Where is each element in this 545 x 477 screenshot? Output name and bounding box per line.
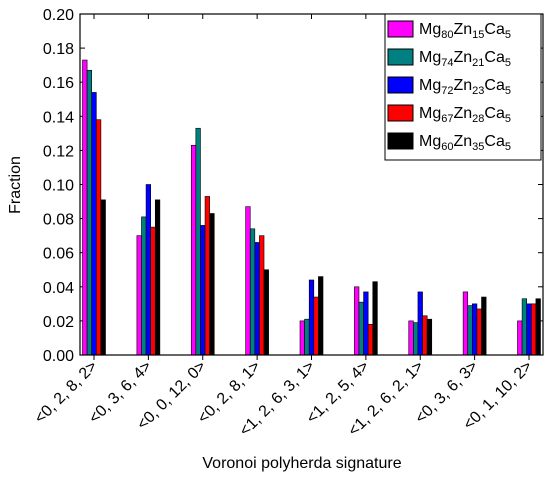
bar [526,303,532,356]
bar [254,242,260,356]
y-tick-label: 0.00 [43,348,74,365]
bar [408,320,414,356]
bar [304,318,310,356]
bar [145,184,151,356]
bar [413,322,419,356]
bar [259,235,265,356]
bar [358,301,364,356]
bar [209,213,215,356]
y-tick-label: 0.14 [43,109,74,126]
y-tick-label: 0.20 [43,7,74,24]
bar [308,279,315,356]
bar [318,276,324,356]
legend-swatch [387,20,414,38]
bar [535,298,541,356]
bar [372,281,378,356]
bar [313,296,319,356]
x-axis-label: Voronoi polyherda signature [202,455,401,472]
legend-swatch [387,132,414,150]
bar [154,199,161,356]
bar [136,235,142,356]
bar [141,216,147,356]
y-tick-label: 0.18 [43,41,74,58]
y-tick-label: 0.06 [43,246,74,263]
bar [82,59,88,356]
bar [249,228,256,356]
bar [481,296,487,356]
legend-swatch [387,104,414,122]
bar [426,318,433,356]
bar [476,308,482,356]
y-tick-label: 0.16 [43,75,74,92]
bar [363,291,369,356]
bar [422,315,428,356]
y-tick-label: 0.02 [43,314,74,331]
bar [462,291,469,356]
bar [299,320,305,356]
bar [100,199,106,356]
plot-frame [79,13,544,356]
bar [204,196,210,356]
bar [96,119,102,356]
legend-label: Mg67Zn28Ca5 [419,105,511,125]
bar [263,269,269,356]
bar [417,291,423,356]
legend-swatch [387,76,414,94]
legend-label: Mg74Zn21Ca5 [419,49,511,69]
legend-label: Mg60Zn35Ca5 [419,133,511,153]
y-axis-label: Fraction [7,156,24,214]
bar [521,298,527,356]
bar [86,69,92,356]
y-tick-label: 0.10 [43,178,74,195]
bar [354,286,360,356]
legend-label: Mg72Zn23Ca5 [419,77,511,97]
y-tick-label: 0.08 [43,212,74,229]
bar [517,320,523,356]
bar [367,324,374,356]
legend-swatch [387,48,414,66]
bar [200,225,206,356]
bar [530,303,537,356]
bar [467,305,473,356]
bar [245,206,251,356]
bar [91,92,97,356]
bar [150,226,156,356]
legend-label: Mg80Zn15Ca5 [419,21,511,41]
bar [195,127,201,356]
y-tick-label: 0.12 [43,143,74,160]
bar [190,144,197,356]
bar [472,303,478,356]
y-tick-label: 0.04 [43,280,74,297]
